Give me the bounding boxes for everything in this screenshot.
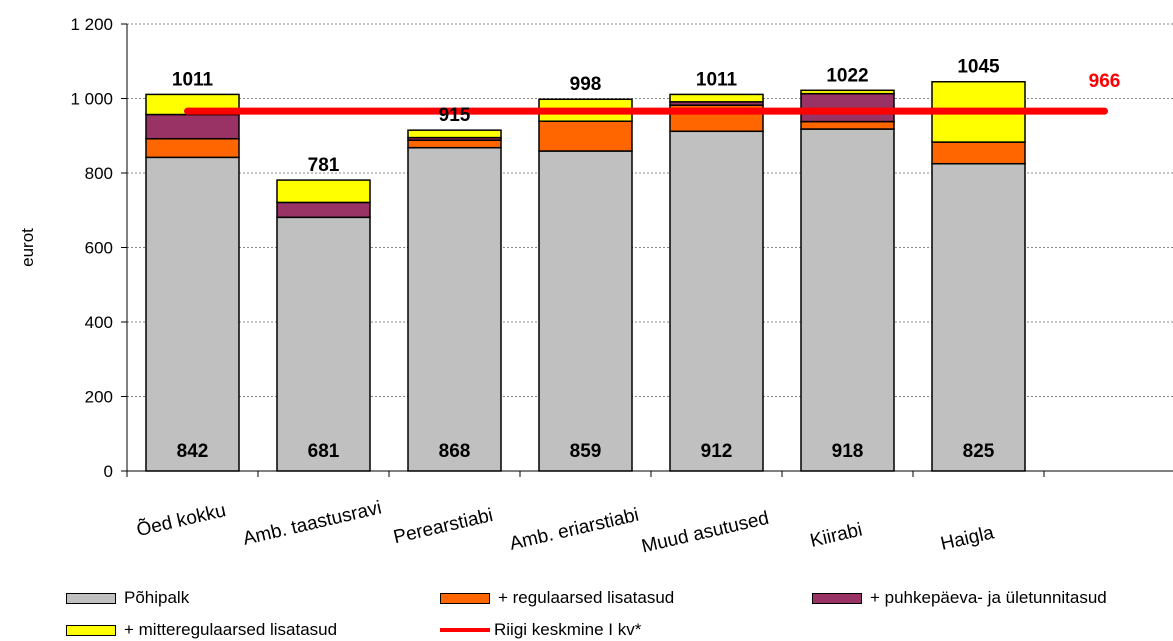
bar-segment <box>800 89 895 95</box>
bar-segment <box>407 146 502 472</box>
bar-segment <box>407 129 502 139</box>
y-tick-label: 0 <box>104 462 113 481</box>
bar-segment <box>669 93 764 103</box>
x-category-label: Muud asutused <box>640 508 771 558</box>
legend-item-reference: Riigi keskmine I kv* <box>440 620 641 640</box>
bar-total-label: 1011 <box>696 69 738 90</box>
y-tick-label: 800 <box>85 164 113 183</box>
y-tick-label: 1 000 <box>70 90 113 109</box>
legend-swatch-regulaarsed <box>440 592 490 604</box>
bar-total-label: 1022 <box>826 65 868 86</box>
x-category-label: Amb. taastusravi <box>241 497 384 549</box>
bar-total-label: 998 <box>570 74 602 95</box>
y-tick-label: 200 <box>85 388 113 407</box>
reference-line-label: 966 <box>1089 71 1121 92</box>
bar-base-label: 681 <box>308 441 340 462</box>
bar-total-label: 915 <box>439 105 471 126</box>
x-category-label: Kiirabi <box>808 519 864 551</box>
bar-total-label: 781 <box>308 155 340 176</box>
bar-base-label: 868 <box>439 441 471 462</box>
legend-swatch-pohipalk <box>66 592 116 604</box>
legend-swatch-mitteregulaarsed <box>66 624 116 636</box>
bar-segment <box>276 216 371 472</box>
bar-segment <box>407 139 502 149</box>
bar-segment <box>276 201 371 219</box>
legend-label: Põhipalk <box>124 588 190 607</box>
bar-segment <box>538 120 633 152</box>
bar-base-label: 842 <box>177 441 209 462</box>
bar-segment <box>145 113 240 140</box>
legend-swatch-puhkepaeva <box>812 592 862 604</box>
legend-swatch-reference <box>440 628 490 632</box>
y-axis-title: eurot <box>18 228 37 267</box>
bar-total-label: 1045 <box>957 57 1000 78</box>
legend-item-pohipalk: Põhipalk <box>66 588 189 608</box>
bar-segment <box>276 179 371 204</box>
x-category-label: Perearstiabi <box>392 505 496 548</box>
legend-label: + mitteregulaarsed lisatasud <box>124 620 338 639</box>
x-category-label: Õed kokku <box>134 499 227 541</box>
legend-item-mitteregulaarsed: + mitteregulaarsed lisatasud <box>66 620 337 640</box>
bar-base-label: 859 <box>570 441 602 462</box>
bar-segment <box>538 150 633 472</box>
bar-segment <box>800 128 895 472</box>
bar-base-label: 825 <box>963 441 995 462</box>
bar-base-label: 918 <box>832 441 864 462</box>
y-tick-label: 600 <box>85 239 113 258</box>
legend-item-puhkepaeva: + puhkepäeva- ja ületunnitasud <box>812 588 1107 608</box>
bar-segment <box>145 156 240 472</box>
y-tick-label: 400 <box>85 313 113 332</box>
bar-segment <box>145 137 240 159</box>
bar-segment <box>931 162 1026 472</box>
bar-segment <box>800 92 895 123</box>
x-category-label: Amb. eriarstiabi <box>508 505 641 555</box>
x-category-label: Haigla <box>939 522 997 555</box>
legend-label: + regulaarsed lisatasud <box>498 588 675 607</box>
bar-segment <box>669 130 764 472</box>
legend-label: + puhkepäeva- ja ületunnitasud <box>870 588 1107 607</box>
bar-segment <box>800 120 895 130</box>
bar-base-label: 912 <box>701 441 733 462</box>
bar-segment <box>931 141 1026 165</box>
y-tick-label: 1 200 <box>70 15 113 34</box>
legend-item-regulaarsed: + regulaarsed lisatasud <box>440 588 674 608</box>
bar-total-label: 1011 <box>172 69 214 90</box>
legend-label: Riigi keskmine I kv* <box>494 620 642 639</box>
